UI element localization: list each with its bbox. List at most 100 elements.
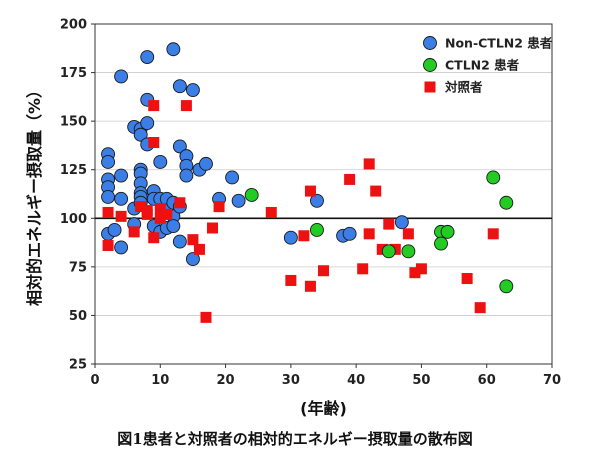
y-tick-label: 200 [60, 18, 87, 33]
data-point-control [474, 302, 486, 314]
data-point-control [213, 201, 225, 213]
data-point-control [318, 265, 329, 277]
data-point-non-ctln2 [153, 154, 168, 169]
x-axis-label: (年齢) [300, 399, 347, 418]
data-point-control [141, 208, 153, 220]
scatter-chart: 25 50 75 100 125 150 175 200 0 10 20 30 40 50 60 70 No… [25, 18, 561, 419]
y-tick-label: 75 [69, 260, 87, 275]
x-tick-label: 50 [412, 373, 430, 388]
data-point-control [265, 206, 277, 218]
figure-caption: 図1患者と対照者の相対的エネルギー摂取量の散布図 [117, 430, 473, 448]
data-point-control [487, 228, 499, 240]
data-point-control [304, 280, 316, 292]
x-tick-label: 0 [90, 373, 99, 388]
data-point-control [200, 311, 212, 323]
data-point-non-ctln2 [133, 127, 148, 142]
data-point-ctln2 [440, 224, 455, 239]
data-points [101, 42, 514, 323]
data-point-control [304, 185, 316, 197]
data-point-non-ctln2 [394, 215, 409, 230]
data-point-control [148, 232, 160, 244]
data-point-control [174, 197, 186, 209]
data-point-ctln2 [310, 222, 324, 237]
legend-marker-control [424, 81, 436, 93]
data-point-non-ctln2 [342, 226, 357, 241]
y-axis-label: 相対的エネルギー摂取量（%） [25, 82, 44, 306]
data-point-non-ctln2 [166, 42, 181, 57]
x-tick-label: 20 [217, 373, 235, 388]
data-point-control [180, 100, 192, 112]
data-point-non-ctln2 [107, 222, 122, 237]
data-point-control [193, 243, 205, 255]
y-tick-label: 150 [60, 115, 87, 130]
data-point-control [102, 206, 114, 218]
y-tick-label: 100 [60, 212, 87, 227]
data-point-control [415, 263, 427, 275]
data-point-ctln2 [486, 170, 501, 185]
data-point-ctln2 [401, 244, 416, 259]
y-tick-label: 50 [69, 309, 87, 324]
data-point-non-ctln2 [172, 234, 187, 249]
data-point-control [154, 212, 166, 224]
data-point-control [102, 239, 114, 251]
plot-frame [94, 23, 553, 365]
data-point-control [285, 274, 297, 286]
data-point-non-ctln2 [231, 193, 246, 208]
data-point-non-ctln2 [140, 50, 155, 64]
data-point-non-ctln2 [172, 79, 187, 94]
data-point-control [402, 228, 414, 240]
legend-label-non-ctln2: Non-CTLN2 患者 [445, 36, 553, 51]
data-point-control [363, 228, 375, 240]
data-point-control [115, 210, 127, 222]
x-tick-label: 40 [347, 373, 365, 388]
data-point-control [344, 173, 356, 185]
data-point-non-ctln2 [185, 252, 200, 267]
x-tick-label: 30 [282, 373, 300, 388]
data-point-non-ctln2 [114, 69, 129, 84]
data-point-control [135, 201, 147, 213]
x-tick-label: 10 [151, 373, 169, 388]
data-point-ctln2 [499, 195, 514, 210]
data-point-control [383, 218, 395, 230]
data-point-control [154, 203, 166, 215]
data-point-ctln2 [244, 188, 259, 202]
y-tick-label: 25 [69, 358, 87, 373]
data-point-control [298, 230, 310, 242]
data-point-non-ctln2 [101, 154, 116, 169]
data-point-non-ctln2 [166, 219, 181, 234]
data-point-control [161, 208, 173, 220]
data-point-control [370, 185, 382, 197]
data-point-non-ctln2 [101, 189, 116, 204]
data-point-non-ctln2 [283, 230, 298, 245]
legend-label-ctln2: CTLN2 患者 [445, 58, 520, 73]
data-point-non-ctln2 [140, 116, 155, 131]
y-tick-label: 125 [60, 163, 87, 178]
data-point-non-ctln2 [310, 193, 324, 208]
legend-label-control: 対照者 [444, 80, 483, 95]
x-tick-label: 60 [478, 373, 496, 388]
data-point-non-ctln2 [114, 191, 129, 206]
data-point-non-ctln2 [199, 156, 213, 171]
data-point-control [148, 100, 160, 112]
legend-marker-non-ctln2 [423, 36, 437, 50]
data-point-non-ctln2 [114, 168, 129, 183]
data-point-ctln2 [434, 236, 448, 251]
data-point-non-ctln2 [179, 168, 194, 183]
data-point-control [461, 273, 473, 285]
data-point-control [187, 234, 199, 246]
data-point-non-ctln2 [172, 139, 187, 154]
x-tick-label: 70 [543, 373, 561, 388]
data-point-control [148, 137, 160, 149]
data-point-control [409, 267, 421, 279]
data-point-control [357, 263, 369, 275]
y-axis-ticks: 25 50 75 100 125 150 175 200 [60, 18, 95, 373]
legend-marker-ctln2 [423, 58, 437, 72]
data-point-non-ctln2 [225, 170, 240, 185]
data-point-non-ctln2 [185, 83, 200, 98]
data-point-control [207, 222, 219, 234]
data-point-ctln2 [381, 244, 396, 259]
data-point-ctln2 [499, 279, 514, 294]
x-axis-ticks: 0 10 20 30 40 50 60 70 [90, 364, 561, 388]
y-tick-label: 175 [60, 66, 87, 81]
